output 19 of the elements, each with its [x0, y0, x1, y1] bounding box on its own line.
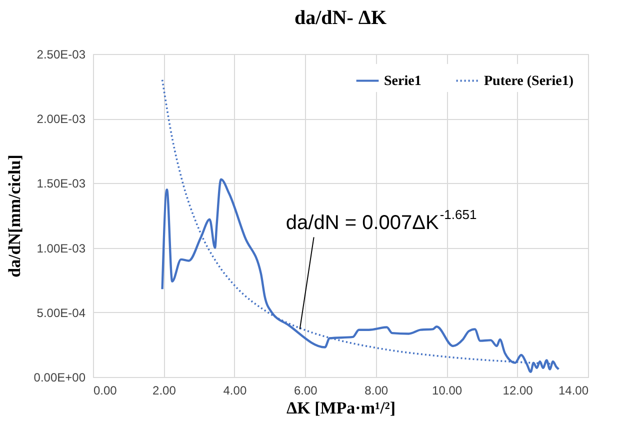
x-tick-label: 8.00	[364, 384, 388, 398]
y-tick-label: 0.00E+00	[34, 370, 86, 384]
x-tick-label: 4.00	[223, 384, 247, 398]
x-tick-label: 6.00	[294, 384, 318, 398]
x-tick-label: 2.00	[152, 384, 176, 398]
chart-title: da/dN- ΔK	[294, 7, 387, 29]
y-tick-label: 1.50E-03	[36, 176, 86, 191]
legend-label: Serie1	[384, 74, 422, 89]
x-tick-label: 10.00	[432, 384, 462, 398]
y-tick-label: 2.50E-03	[36, 48, 86, 62]
y-tick-label: 2.00E-03	[36, 112, 86, 126]
x-axis-title: ΔK [MPa·m¹/²]	[286, 398, 396, 418]
y-axis-title: da/dN[mm/ciclu]	[4, 154, 24, 278]
x-tick-label: 14.00	[558, 384, 589, 398]
x-tick-label: 12.00	[502, 384, 534, 398]
legend-label: Putere (Serie1)	[484, 74, 574, 89]
y-tick-label: 5.00E-04	[36, 306, 86, 320]
x-tick-label: 0.00	[94, 384, 118, 398]
y-tick-label: 1.00E-03	[36, 241, 86, 256]
